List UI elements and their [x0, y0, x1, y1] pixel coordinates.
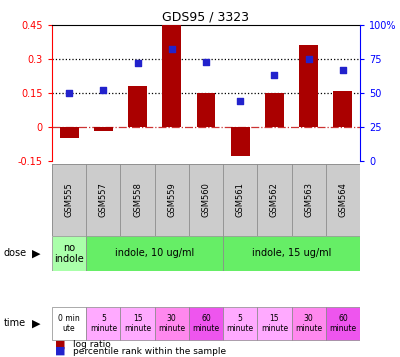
Point — [168, 46, 175, 52]
FancyBboxPatch shape — [52, 307, 86, 340]
Text: time: time — [4, 318, 26, 328]
FancyBboxPatch shape — [292, 164, 326, 236]
Bar — [128, 86, 147, 127]
Text: indole, 15 ug/ml: indole, 15 ug/ml — [252, 248, 331, 258]
Text: 15
minute: 15 minute — [124, 313, 151, 333]
Bar — [265, 93, 284, 127]
Text: GSM564: GSM564 — [338, 182, 347, 217]
Text: no
indole: no indole — [54, 243, 84, 264]
FancyBboxPatch shape — [155, 307, 189, 340]
FancyBboxPatch shape — [86, 164, 120, 236]
Text: GSM560: GSM560 — [202, 182, 210, 217]
FancyBboxPatch shape — [223, 236, 360, 271]
FancyBboxPatch shape — [52, 164, 86, 236]
FancyBboxPatch shape — [223, 164, 257, 236]
Text: percentile rank within the sample: percentile rank within the sample — [72, 347, 226, 356]
Bar — [94, 127, 113, 131]
FancyBboxPatch shape — [292, 307, 326, 340]
FancyBboxPatch shape — [326, 164, 360, 236]
FancyBboxPatch shape — [120, 164, 155, 236]
FancyBboxPatch shape — [189, 307, 223, 340]
FancyBboxPatch shape — [223, 307, 257, 340]
Point — [203, 59, 209, 65]
FancyBboxPatch shape — [257, 307, 292, 340]
FancyBboxPatch shape — [257, 164, 292, 236]
Text: log ratio: log ratio — [72, 340, 110, 349]
Text: 5
minute: 5 minute — [227, 313, 254, 333]
Text: GSM562: GSM562 — [270, 182, 279, 217]
Text: GSM561: GSM561 — [236, 182, 245, 217]
Text: 60
minute: 60 minute — [329, 313, 356, 333]
Point — [66, 90, 72, 96]
Text: GSM563: GSM563 — [304, 182, 313, 217]
FancyBboxPatch shape — [86, 236, 223, 271]
Text: ▶: ▶ — [32, 248, 40, 258]
Bar — [299, 45, 318, 127]
Text: GSM557: GSM557 — [99, 182, 108, 217]
Text: indole, 10 ug/ml: indole, 10 ug/ml — [115, 248, 194, 258]
Title: GDS95 / 3323: GDS95 / 3323 — [162, 11, 250, 24]
Point — [237, 98, 244, 104]
Text: GSM558: GSM558 — [133, 182, 142, 217]
Point — [340, 67, 346, 72]
FancyBboxPatch shape — [189, 164, 223, 236]
Text: 30
minute: 30 minute — [295, 313, 322, 333]
Text: 60
minute: 60 minute — [192, 313, 220, 333]
Bar — [196, 93, 216, 127]
FancyBboxPatch shape — [326, 307, 360, 340]
Bar — [162, 23, 181, 127]
FancyBboxPatch shape — [52, 236, 86, 271]
FancyBboxPatch shape — [86, 307, 120, 340]
Text: ■: ■ — [56, 339, 66, 349]
Text: 30
minute: 30 minute — [158, 313, 185, 333]
FancyBboxPatch shape — [120, 307, 155, 340]
Bar — [334, 91, 352, 127]
Text: 5
minute: 5 minute — [90, 313, 117, 333]
Point — [306, 56, 312, 62]
Point — [134, 60, 141, 66]
FancyBboxPatch shape — [155, 164, 189, 236]
Text: 15
minute: 15 minute — [261, 313, 288, 333]
Text: dose: dose — [4, 248, 27, 258]
Text: GSM555: GSM555 — [65, 182, 74, 217]
Bar — [231, 127, 250, 156]
Bar — [60, 127, 78, 138]
Text: 0 min
ute: 0 min ute — [58, 313, 80, 333]
Point — [100, 87, 106, 93]
Text: ▶: ▶ — [32, 318, 40, 328]
Text: GSM559: GSM559 — [167, 182, 176, 217]
Point — [271, 72, 278, 78]
Text: ■: ■ — [56, 346, 66, 356]
